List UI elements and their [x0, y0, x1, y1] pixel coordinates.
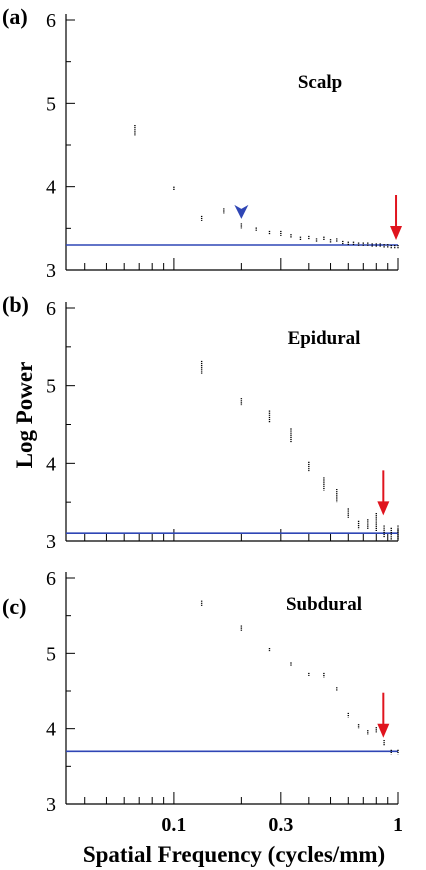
panels-group: 3 4 5 6 (a) Scalp 3 4 5 6 (b) Epidural 3 4 5 6 (c) Subdur…	[2, 4, 403, 816]
x-tick-label: 0.3	[268, 814, 293, 836]
panel-title: Epidural	[288, 328, 361, 349]
y-axis-title: Log Power	[12, 362, 37, 469]
panel-subdural: 3 4 5 6 (c) Subdural	[2, 568, 399, 816]
panel-letter: (b)	[2, 292, 29, 317]
x-tick-label: 0.1	[161, 814, 186, 836]
y-tick-label: 6	[46, 568, 56, 590]
x-axis-title: Spatial Frequency (cycles/mm)	[83, 842, 385, 867]
red-arrow-head	[377, 723, 390, 738]
y-tick-label: 3	[46, 531, 56, 553]
y-tick-label: 5	[46, 643, 56, 665]
panel-letter: (c)	[2, 594, 26, 619]
red-arrow-head	[390, 226, 403, 240]
y-tick-label: 6	[46, 298, 56, 320]
x-tick-labels: 0.1 0.3 1	[161, 814, 403, 836]
y-tick-label: 5	[46, 93, 56, 115]
y-tick-label: 5	[46, 376, 56, 398]
panel-epidural: 3 4 5 6 (b) Epidural	[2, 292, 399, 553]
y-tick-label: 3	[46, 260, 56, 282]
panel-title: Subdural	[286, 594, 362, 615]
x-tick-label: 1	[393, 814, 403, 836]
y-tick-label: 6	[46, 10, 56, 32]
panel-title: Scalp	[298, 72, 342, 93]
y-tick-label: 4	[46, 177, 56, 199]
y-tick-label: 4	[46, 453, 56, 475]
y-tick-label: 4	[46, 719, 56, 741]
red-arrow-head	[377, 501, 390, 516]
blue-arrowhead-marker	[234, 204, 249, 219]
y-tick-label: 3	[46, 794, 56, 816]
panel-letter: (a)	[2, 4, 28, 29]
panel-scalp: 3 4 5 6 (a) Scalp	[2, 4, 403, 282]
